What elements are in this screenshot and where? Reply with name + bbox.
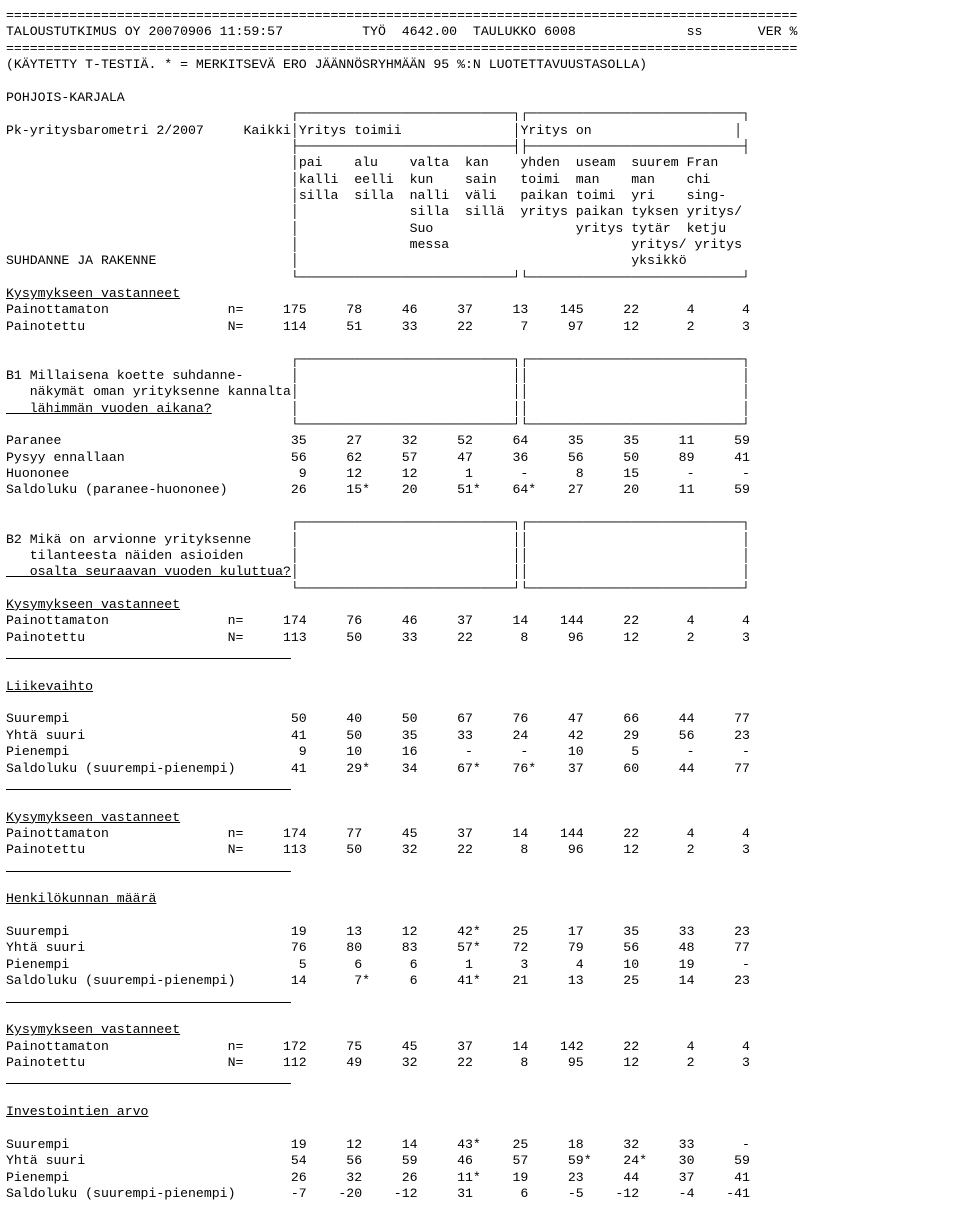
rule-mid: ========================================…	[6, 41, 797, 56]
kv-1-painotettu: Painotettu N= 114 51 33 22 7 97 12 2 3	[6, 319, 750, 334]
colhdr-r1: pai alu valta kan yhden useam suurem Fra…	[299, 155, 718, 170]
colhdr-r4: silla sillä yritys paikan tyksen yritys/	[299, 204, 742, 219]
colhdr-r3: silla silla nalli väli paikan toimi yri …	[299, 188, 726, 203]
henk-row-1: Suurempi 19 13 12 42* 25 17 35 33 23	[6, 924, 750, 939]
col-yritys-on: Yritys on	[520, 123, 591, 138]
liike-row-4: Saldoluku (suurempi-pienempi) 41 29* 34 …	[6, 761, 750, 776]
col-kaikki: Kaikki	[243, 123, 290, 138]
kv-4-title: Kysymykseen vastanneet	[6, 1022, 180, 1037]
b1-l3: lähimmän vuoden aikana?	[6, 401, 212, 416]
colhdr-r2: kalli eelli kun sain toimi man man chi	[299, 172, 711, 187]
kv-2-title: Kysymykseen vastanneet	[6, 597, 180, 612]
kv-4-painotettu: Painotettu N= 112 49 32 22 8 95 12 2 3	[6, 1055, 750, 1070]
liike-row-1: Suurempi 50 40 50 67 76 47 66 44 77	[6, 711, 750, 726]
henk-row-3: Pienempi 5 6 6 1 3 4 10 19 -	[6, 957, 750, 972]
b2-l2: tilanteesta näiden asioiden	[6, 548, 243, 563]
colhdr-r6: messa yritys/ yritys	[299, 237, 742, 252]
rule-under-kv4	[6, 1071, 291, 1086]
subtitle: Pk-yritysbarometri 2/2007	[6, 123, 204, 138]
rule-top: ========================================…	[6, 8, 797, 23]
kv-2-painottamaton: Painottamaton n= 174 76 46 37 14 144 22 …	[6, 613, 750, 628]
rule-under-kv2	[6, 646, 291, 661]
b1-row-3: Huononee 9 12 12 1 - 8 15 - -	[6, 466, 750, 481]
kv-4-painottamaton: Painottamaton n= 172 75 45 37 14 142 22 …	[6, 1039, 750, 1054]
kv-2-painotettu: Painotettu N= 113 50 33 22 8 96 12 2 3	[6, 630, 750, 645]
colhdr-r7: yksikkö	[299, 253, 687, 268]
liike-row-2: Yhtä suuri 41 50 35 33 24 42 29 56 23	[6, 728, 750, 743]
inv-row-2: Yhtä suuri 54 56 59 46 57 59* 24* 30 59	[6, 1153, 750, 1168]
b1-row-2: Pysyy ennallaan 56 62 57 47 36 56 50 89 …	[6, 450, 750, 465]
b2-l1: B2 Mikä on arvionne yrityksenne	[6, 532, 251, 547]
region: POHJOIS-KARJALA	[6, 90, 125, 105]
henk-row-4: Saldoluku (suurempi-pienempi) 14 7* 6 41…	[6, 973, 750, 988]
kv-3-title: Kysymykseen vastanneet	[6, 810, 180, 825]
inv-row-3: Pienempi 26 32 26 11* 19 23 44 37 41	[6, 1170, 750, 1185]
inv-row-4: Saldoluku (suurempi-pienempi) -7 -20 -12…	[6, 1186, 750, 1201]
colhdr-r5: Suo yritys tytär ketju	[299, 221, 726, 236]
kv-1-painottamaton: Painottamaton n= 175 78 46 37 13 145 22 …	[6, 302, 750, 317]
kv-3-painotettu: Painotettu N= 113 50 32 22 8 96 12 2 3	[6, 842, 750, 857]
header-line-2: (KÄYTETTY T-TESTIÄ. * = MERKITSEVÄ ERO J…	[6, 57, 647, 72]
b2-l3: osalta seuraavan vuoden kuluttua?	[6, 564, 291, 579]
rule-under-kv3	[6, 859, 291, 874]
col-yritys-toimii: Yritys toimii	[299, 123, 402, 138]
rule-under-liike	[6, 777, 291, 792]
kv-3-painottamaton: Painottamaton n= 174 77 45 37 14 144 22 …	[6, 826, 750, 841]
henkilokunnan: Henkilökunnan määrä	[6, 891, 156, 906]
rule-under-henk	[6, 990, 291, 1005]
section-a: SUHDANNE JA RAKENNE	[6, 253, 156, 268]
investointien: Investointien arvo	[6, 1104, 148, 1119]
b1-l1: B1 Millaisena koette suhdanne-	[6, 368, 243, 383]
b1-row-4: Saldoluku (paranee-huononee) 26 15* 20 5…	[6, 482, 750, 497]
b1-row-1: Paranee 35 27 32 52 64 35 35 11 59	[6, 433, 750, 448]
liikevaihto: Liikevaihto	[6, 679, 93, 694]
liike-row-3: Pienempi 9 10 16 - - 10 5 - -	[6, 744, 750, 759]
inv-row-1: Suurempi 19 12 14 43* 25 18 32 33 -	[6, 1137, 750, 1152]
report-body: ========================================…	[0, 0, 960, 1210]
kv-1-title: Kysymykseen vastanneet	[6, 286, 180, 301]
henk-row-2: Yhtä suuri 76 80 83 57* 72 79 56 48 77	[6, 940, 750, 955]
header-line-1: TALOUSTUTKIMUS OY 20070906 11:59:57 TYÖ …	[6, 24, 797, 39]
b1-l2: näkymät oman yrityksenne kannalta	[6, 384, 291, 399]
